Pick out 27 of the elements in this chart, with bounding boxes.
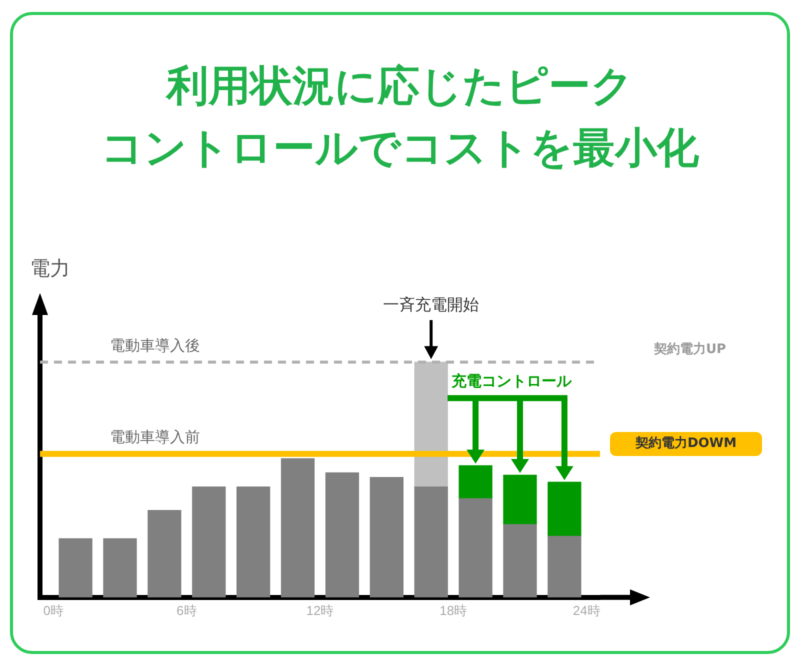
bar (58, 538, 92, 598)
bar (414, 362, 448, 488)
text: 契約電力DOWM (610, 432, 762, 456)
text: 契約電力UP (652, 341, 728, 358)
bar (548, 536, 582, 598)
x-tick-label: 6時 (176, 602, 197, 618)
bar (325, 472, 360, 598)
chart-subtitle: コントロールでコストを最小化 (100, 122, 700, 174)
bar (458, 498, 492, 598)
bar (148, 510, 182, 598)
bar (503, 524, 537, 598)
bar (192, 486, 226, 598)
annotation: 充電コントロール (452, 372, 572, 392)
y-axis-title: 電力 (30, 255, 70, 282)
bar (280, 458, 315, 598)
x-tick-label: 0時 (43, 602, 64, 618)
bar (370, 477, 404, 598)
ref-line-label: 電動車導入前 (110, 428, 200, 446)
bar (414, 486, 448, 598)
annotation: 一斉充電開始 (383, 295, 480, 314)
bar (236, 486, 270, 598)
chart-title: 利用状況に応じたピーク (164, 60, 634, 112)
x-tick-label: 12時 (306, 602, 334, 618)
bar (103, 538, 137, 598)
x-tick-label: 24時 (572, 602, 600, 618)
x-tick-label: 18時 (440, 602, 468, 618)
ref-line-label: 電動車導入後 (110, 336, 200, 354)
